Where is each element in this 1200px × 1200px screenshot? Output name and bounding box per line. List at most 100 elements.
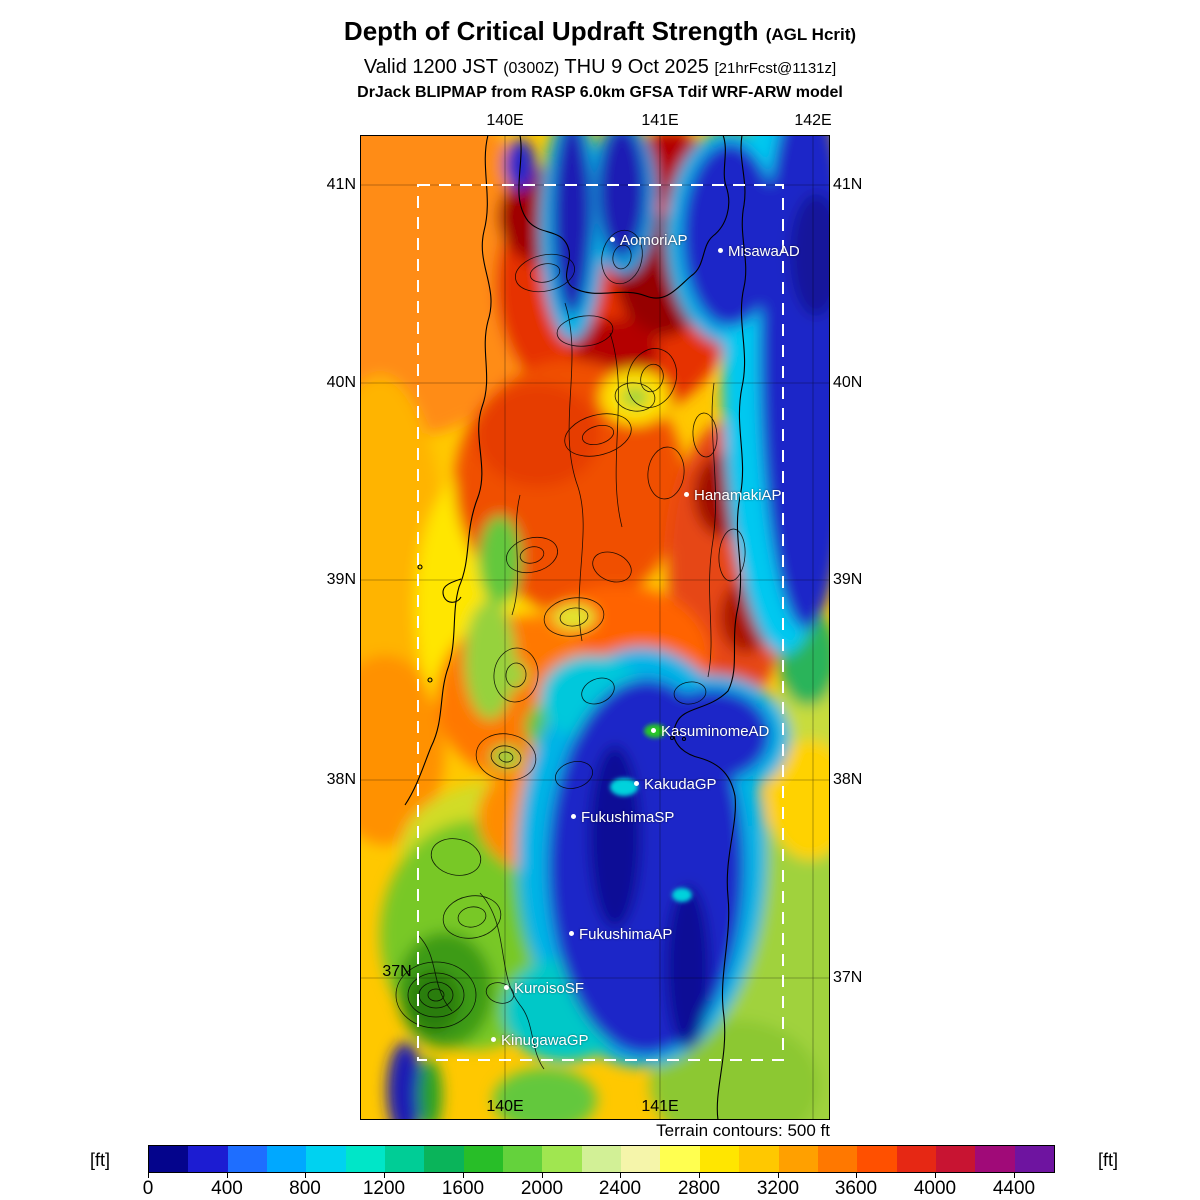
lat-label-right-38n: 38N bbox=[833, 771, 863, 788]
lat-label-left-39n: 39N bbox=[326, 571, 356, 588]
valid-forecast-tag: [21hrFcst@1131z] bbox=[714, 60, 837, 77]
model-line: DrJack BLIPMAP from RASP 6.0km GFSA Tdif… bbox=[357, 84, 843, 101]
lon-label-top-142e: 142E bbox=[794, 112, 832, 129]
colorbar-segment bbox=[660, 1146, 700, 1172]
station-label-kasuminomead: KasuminomeAD bbox=[661, 723, 770, 740]
colorbar-segment bbox=[896, 1146, 936, 1172]
colorbar-tick bbox=[620, 1172, 621, 1178]
station-label-fukushimaap: FukushimaAP bbox=[579, 926, 673, 943]
station-dot-kinugawagp bbox=[491, 1037, 496, 1042]
colorbar-label-2800: 2800 bbox=[677, 1178, 721, 1199]
colorbar-tick bbox=[778, 1172, 779, 1178]
colorbar-segment bbox=[306, 1146, 346, 1172]
colorbar-segment bbox=[188, 1146, 228, 1172]
colorbar-tick bbox=[1014, 1172, 1015, 1178]
station-label-fukushimasp: FukushimaSP bbox=[581, 809, 675, 826]
colorbar-label-0: 0 bbox=[142, 1178, 154, 1199]
station-label-kakudagp: KakudaGP bbox=[644, 776, 717, 793]
lat-label-right-41n: 41N bbox=[833, 176, 863, 193]
lat-label-left-38n: 38N bbox=[326, 771, 356, 788]
colorbar-segment bbox=[857, 1146, 897, 1172]
terrain-contours-note: Terrain contours: 500 ft bbox=[656, 1121, 830, 1140]
map-frame bbox=[360, 135, 830, 1120]
lat-label-left-41n: 41N bbox=[326, 176, 356, 193]
title-main: Depth of Critical Updraft Strength bbox=[343, 16, 759, 46]
colorbar-segment bbox=[503, 1146, 543, 1172]
station-label-kinugawagp: KinugawaGP bbox=[501, 1032, 589, 1049]
colorbar-unit-left: [ft] bbox=[89, 1150, 110, 1170]
colorbar-segment bbox=[1014, 1146, 1054, 1172]
colorbar-segment bbox=[345, 1146, 386, 1172]
lon-label-top-140e: 140E bbox=[486, 112, 524, 129]
colorbar-label-1600: 1600 bbox=[441, 1178, 485, 1199]
lon-label-top-141e: 141E bbox=[641, 112, 679, 129]
colorbar-segment bbox=[385, 1146, 425, 1172]
colorbar-segment bbox=[621, 1146, 661, 1172]
colorbar-label-2000: 2000 bbox=[520, 1178, 564, 1199]
lon-label-bottom-141e: 141E bbox=[641, 1098, 679, 1115]
colorbar-swatches bbox=[148, 1145, 1055, 1173]
valid-zulu: (0300Z) bbox=[503, 60, 560, 77]
station-dot-kuroisosf bbox=[504, 985, 509, 990]
lat-label-inner-37n: 37N bbox=[382, 963, 412, 980]
station-dot-fukushimasp bbox=[571, 814, 576, 819]
colorbar-segment bbox=[267, 1146, 307, 1172]
colorbar-label-800: 800 bbox=[289, 1178, 321, 1199]
valid-time-line: Valid 1200 JST (0300Z) THU 9 Oct 2025 [2… bbox=[0, 56, 1200, 79]
station-dot-kakudagp bbox=[634, 781, 639, 786]
colorbar-segment bbox=[227, 1146, 268, 1172]
colorbar-segment bbox=[542, 1146, 582, 1172]
colorbar-segment bbox=[975, 1146, 1015, 1172]
colorbar-tick bbox=[148, 1172, 149, 1178]
colorbar-label-2400: 2400 bbox=[598, 1178, 642, 1199]
station-dot-aomoriap bbox=[610, 237, 615, 242]
colorbar-tick bbox=[935, 1172, 936, 1178]
colorbar-segment bbox=[817, 1146, 858, 1172]
station-label-kuroisosf: KuroisoSF bbox=[514, 980, 585, 997]
station-dot-hanamakiap bbox=[684, 492, 689, 497]
station-dot-kasuminomead bbox=[651, 728, 656, 733]
colorbar-label-4000: 4000 bbox=[913, 1178, 957, 1199]
page-title: Depth of Critical Updraft Strength (AGL … bbox=[0, 16, 1200, 47]
colorbar-label-1200: 1200 bbox=[362, 1178, 406, 1199]
lat-label-right-39n: 39N bbox=[833, 571, 863, 588]
domain-boundary-dashed bbox=[417, 184, 784, 1061]
colorbar-segment bbox=[935, 1146, 976, 1172]
grid-lines bbox=[360, 135, 830, 1120]
colorbar-unit-right: [ft] bbox=[1097, 1150, 1118, 1170]
colorbar-tick bbox=[305, 1172, 306, 1178]
colorbar-segment bbox=[778, 1146, 818, 1172]
lon-label-bottom-140e: 140E bbox=[486, 1098, 524, 1115]
station-label-aomoriap: AomoriAP bbox=[620, 232, 688, 249]
colorbar-tick bbox=[384, 1172, 385, 1178]
colorbar-segment bbox=[149, 1146, 189, 1172]
colorbar-tick bbox=[463, 1172, 464, 1178]
valid-prefix: Valid 1200 JST bbox=[363, 56, 498, 78]
terrain-contours bbox=[395, 229, 746, 1070]
station-dot-fukushimaap bbox=[569, 931, 574, 936]
valid-date: THU 9 Oct 2025 bbox=[564, 56, 709, 78]
colorbar-tick bbox=[542, 1172, 543, 1178]
colorbar-label-3200: 3200 bbox=[756, 1178, 800, 1199]
colorbar-label-400: 400 bbox=[211, 1178, 243, 1199]
station-label-hanamakiap: HanamakiAP bbox=[694, 487, 782, 504]
map-color-field bbox=[360, 135, 830, 1120]
colorbar-segment bbox=[739, 1146, 779, 1172]
lat-label-right-37n: 37N bbox=[833, 969, 863, 986]
colorbar-tick bbox=[856, 1172, 857, 1178]
station-dot-misawaad bbox=[718, 248, 723, 253]
map-plot bbox=[360, 135, 830, 1120]
title-suffix: (AGL Hcrit) bbox=[765, 25, 857, 44]
colorbar-tick bbox=[699, 1172, 700, 1178]
colorbar-label-4400: 4400 bbox=[992, 1178, 1036, 1199]
map-svg bbox=[360, 135, 830, 1120]
colorbar-segment bbox=[699, 1146, 740, 1172]
colorbar-segment bbox=[581, 1146, 622, 1172]
colorbar-label-3600: 3600 bbox=[834, 1178, 878, 1199]
coastline bbox=[404, 135, 747, 1120]
colorbar-segment bbox=[463, 1146, 504, 1172]
colorbar-tick bbox=[227, 1172, 228, 1178]
lat-label-right-40n: 40N bbox=[833, 374, 863, 391]
station-label-misawaad: MisawaAD bbox=[728, 243, 800, 260]
